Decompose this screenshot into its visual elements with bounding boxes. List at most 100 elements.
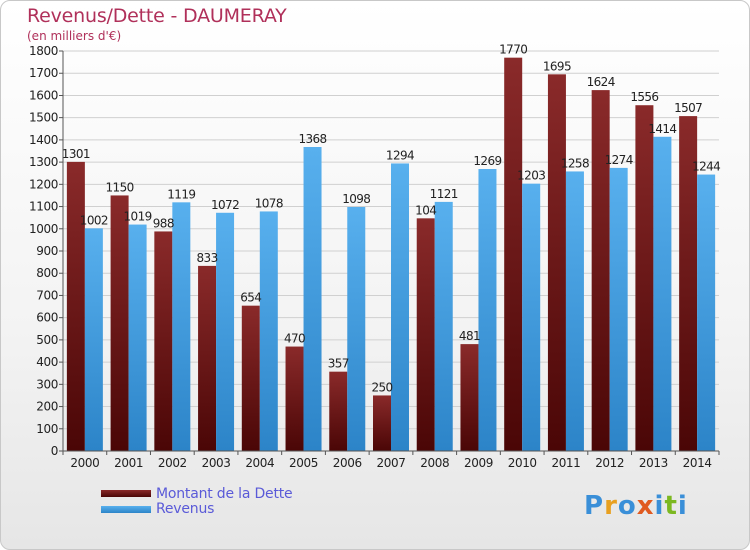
y-tick-label: 1000 xyxy=(29,222,58,236)
data-label-dette: 250 xyxy=(371,380,392,394)
logo-letter: x xyxy=(636,491,655,521)
y-tick-label: 700 xyxy=(36,288,58,302)
y-tick-label: 500 xyxy=(36,333,58,347)
data-label-dette: 1624 xyxy=(587,75,615,89)
x-tick-label: 2008 xyxy=(420,456,449,470)
data-label-dette: 1556 xyxy=(630,90,658,104)
bar-revenus xyxy=(347,207,366,451)
data-label-revenus: 1119 xyxy=(167,187,195,201)
data-label-dette: 1150 xyxy=(106,180,134,194)
y-tick-label: 1500 xyxy=(29,111,58,125)
data-label-dette: 104 xyxy=(415,203,436,217)
bar-revenus xyxy=(522,183,541,451)
data-label-revenus: 1258 xyxy=(561,156,589,170)
data-label-dette: 470 xyxy=(284,332,305,346)
bar-dette xyxy=(373,395,391,451)
bars xyxy=(66,57,716,452)
y-tick-label: 0 xyxy=(51,444,58,458)
bar-dette xyxy=(154,231,173,451)
bar-revenus xyxy=(303,147,322,451)
x-tick-label: 2003 xyxy=(202,456,231,470)
bar-dette xyxy=(591,90,610,451)
data-label-revenus: 1294 xyxy=(386,148,414,162)
data-label-dette: 481 xyxy=(459,329,480,343)
x-tick-label: 2007 xyxy=(377,456,406,470)
x-tick-label: 2010 xyxy=(508,456,537,470)
data-label-revenus: 1414 xyxy=(648,122,676,136)
x-tick-label: 2000 xyxy=(70,456,99,470)
data-label-revenus: 1019 xyxy=(124,210,152,224)
bar-revenus xyxy=(697,174,716,452)
data-label-dette: 1770 xyxy=(499,43,527,57)
bar-revenus xyxy=(565,171,584,451)
logo-letter: o xyxy=(617,491,637,521)
x-tick-label: 2011 xyxy=(551,456,580,470)
data-label-revenus: 1121 xyxy=(430,187,458,201)
legend-swatch-dette xyxy=(101,490,151,497)
proxiti-logo: Proxiti xyxy=(584,491,688,521)
bar-dette xyxy=(66,161,85,451)
bar-dette xyxy=(110,195,129,451)
data-label-dette: 1695 xyxy=(543,59,571,73)
chart-title: Revenus/Dette - DAUMERAY xyxy=(27,5,287,27)
data-label-dette: 833 xyxy=(197,251,218,265)
x-tick-label: 2006 xyxy=(333,456,362,470)
y-tick-label: 100 xyxy=(36,422,58,436)
y-tick-label: 1300 xyxy=(29,155,58,169)
bar-revenus xyxy=(391,163,409,451)
bar-dette xyxy=(547,74,566,451)
y-tick-label: 900 xyxy=(36,244,58,258)
bar-revenus xyxy=(128,224,147,451)
bar-revenus xyxy=(216,212,235,451)
x-tick-label: 2002 xyxy=(158,456,187,470)
y-tick-label: 400 xyxy=(36,355,58,369)
bar-dette xyxy=(241,305,260,451)
x-tick-label: 2009 xyxy=(464,456,493,470)
y-tick-label: 1200 xyxy=(29,177,58,191)
x-tick-label: 2012 xyxy=(595,456,624,470)
logo-letter: P xyxy=(584,491,605,521)
bar-revenus xyxy=(609,167,628,451)
logo-letter: r xyxy=(604,491,618,521)
y-tick-label: 1600 xyxy=(29,88,58,102)
bar-revenus xyxy=(84,228,103,451)
chart-subtitle: (en milliers d'€) xyxy=(27,29,122,43)
x-axis-ticks: 2000 2001 2002 2003 2004 2005 2006 2007 2008 2009… xyxy=(62,451,720,470)
logo-letter: i xyxy=(654,491,665,521)
bar-revenus xyxy=(434,201,453,451)
x-tick-label: 2013 xyxy=(639,456,668,470)
logo-letter: i xyxy=(677,491,688,521)
data-label-revenus: 1072 xyxy=(211,198,239,212)
y-tick-label: 1400 xyxy=(29,133,58,147)
logo-letter: t xyxy=(664,491,678,521)
bar-dette xyxy=(635,105,654,451)
data-label-revenus: 1078 xyxy=(255,196,283,210)
y-tick-label: 200 xyxy=(36,400,58,414)
data-label-dette: 654 xyxy=(240,291,261,305)
bar-dette xyxy=(416,218,435,451)
bar-revenus xyxy=(478,169,497,451)
y-tick-label: 1100 xyxy=(29,200,58,214)
bar-revenus xyxy=(172,202,191,451)
data-label-revenus: 1002 xyxy=(80,213,108,227)
bar-revenus xyxy=(653,136,672,451)
y-tick-label: 1700 xyxy=(29,66,58,80)
bar-revenus xyxy=(259,211,278,451)
bar-dette xyxy=(460,344,479,451)
y-tick-label: 800 xyxy=(36,266,58,280)
data-labels: 1301 1002 1150 1019 988 1119 833 1072 654 1078 470… xyxy=(62,43,721,395)
bar-dette xyxy=(285,346,304,451)
x-tick-label: 2005 xyxy=(289,456,318,470)
y-tick-label: 600 xyxy=(36,311,58,325)
x-tick-label: 2014 xyxy=(683,456,712,470)
data-label-dette: 1507 xyxy=(674,101,702,115)
x-tick-label: 2001 xyxy=(114,456,143,470)
y-tick-label: 1800 xyxy=(29,44,58,58)
data-label-revenus: 1274 xyxy=(605,153,633,167)
legend-label-revenus: Revenus xyxy=(156,501,215,517)
data-label-dette: 357 xyxy=(328,357,349,371)
data-label-revenus: 1244 xyxy=(692,160,720,174)
legend-label-dette: Montant de la Dette xyxy=(156,486,293,502)
